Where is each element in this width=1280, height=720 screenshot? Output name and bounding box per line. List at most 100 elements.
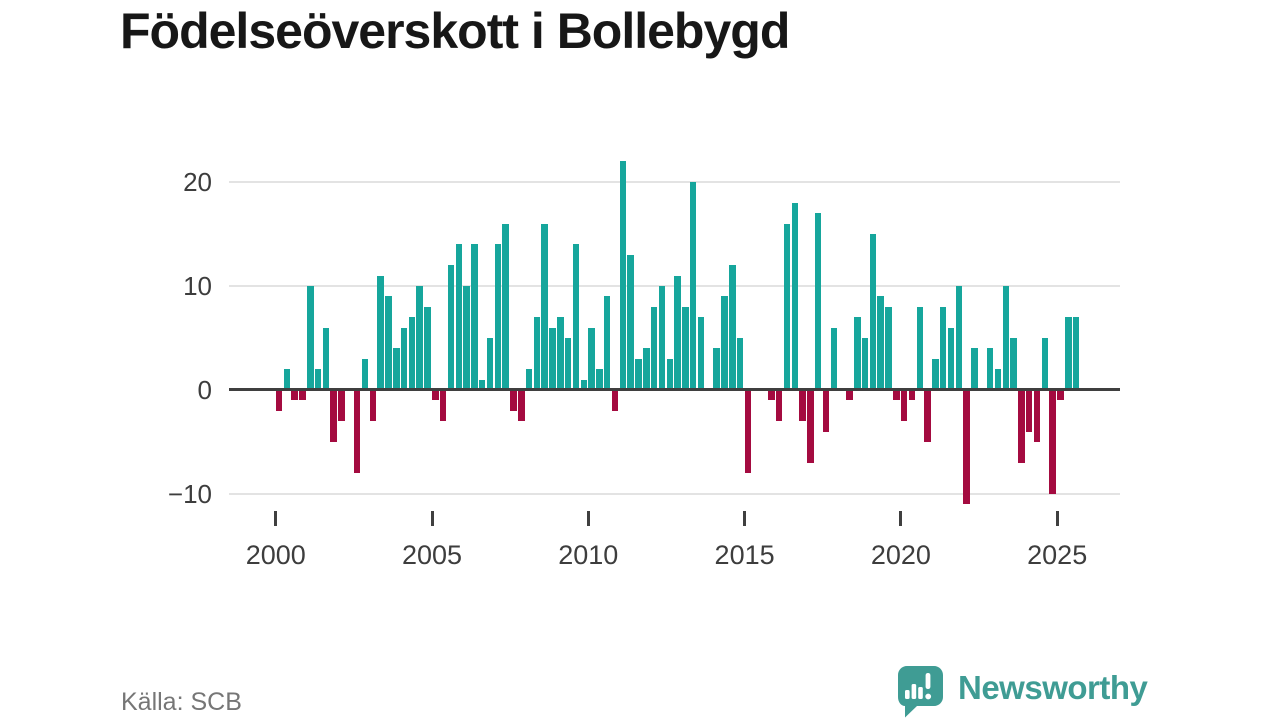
- bar-2004-Q4: [424, 306, 431, 390]
- bar-2000-Q3: [291, 390, 298, 401]
- bar-2015-Q4: [768, 390, 775, 401]
- bar-2013-Q1: [682, 306, 689, 390]
- bar-2001-Q3: [322, 327, 330, 390]
- bar-2020-Q4: [924, 390, 931, 442]
- bar-2024-Q1: [1025, 390, 1033, 432]
- bar-2020-Q3: [916, 306, 923, 390]
- x-tick-label: 2015: [714, 540, 775, 570]
- bar-2025-Q1: [1057, 390, 1064, 401]
- bar-2022-Q1: [963, 390, 970, 505]
- bar-2017-Q4: [830, 327, 837, 390]
- bar-2006-Q3: [478, 379, 486, 390]
- bar-2000-Q1: [275, 390, 283, 411]
- gridline-20: [229, 181, 1120, 183]
- bar-2003-Q4: [393, 348, 400, 390]
- bar-2000-Q4: [299, 390, 306, 401]
- x-tick-mark: [743, 511, 747, 526]
- bar-2010-Q1: [588, 327, 595, 390]
- bar-2007-Q3: [510, 390, 517, 411]
- bar-2005-Q1: [432, 390, 439, 401]
- x-tick-mark: [899, 511, 903, 526]
- bar-2009-Q4: [580, 379, 587, 390]
- bar-2000-Q2: [283, 369, 291, 390]
- bar-2016-Q4: [799, 390, 806, 422]
- bar-2002-Q4: [361, 358, 369, 390]
- bar-2018-Q4: [861, 338, 869, 390]
- bar-2023-Q3: [1010, 338, 1017, 390]
- bar-2013-Q2: [689, 182, 697, 390]
- bar-2016-Q2: [783, 223, 791, 390]
- bar-2007-Q4: [518, 390, 525, 422]
- x-tick-mark: [274, 511, 278, 526]
- x-tick-label: 2000: [245, 540, 306, 570]
- bar-2023-Q4: [1018, 390, 1025, 463]
- bar-2003-Q3: [385, 296, 392, 390]
- x-tick-label: 2005: [401, 540, 463, 570]
- bar-2019-Q3: [885, 306, 892, 390]
- bar-2018-Q2: [846, 390, 853, 401]
- bar-2001-Q1: [307, 286, 314, 390]
- newsworthy-wordmark: Newsworthy: [958, 669, 1148, 706]
- zero-axis-line: [229, 388, 1120, 391]
- x-tick-mark: [1055, 511, 1059, 526]
- x-tick-label: 2025: [1027, 540, 1088, 570]
- bar-2004-Q1: [400, 327, 408, 390]
- bar-2014-Q3: [729, 265, 736, 390]
- x-tick-label: 2010: [558, 540, 619, 570]
- newsworthy-logo-icon: [898, 666, 943, 718]
- bar-2006-Q1: [463, 286, 470, 390]
- y-tick-label: 0: [197, 375, 212, 405]
- bar-2005-Q2: [439, 390, 447, 422]
- newsworthy-logo: Newsworthy: [898, 666, 1148, 718]
- bar-2004-Q3: [416, 286, 423, 390]
- bar-2008-Q4: [549, 327, 556, 390]
- source-text: Källa: SCB: [121, 688, 242, 716]
- bar-2024-Q2: [1033, 390, 1041, 442]
- bar-2008-Q1: [525, 369, 533, 390]
- bar-2022-Q2: [971, 348, 978, 390]
- bar-2021-Q2: [939, 306, 947, 390]
- bar-2019-Q4: [893, 390, 900, 401]
- bar-2020-Q2: [908, 390, 916, 401]
- bar-2018-Q3: [854, 317, 861, 390]
- bar-2023-Q2: [1002, 286, 1009, 390]
- logo-bar-1: [905, 690, 910, 699]
- logo-bar-2: [911, 684, 917, 699]
- bar-2009-Q1: [557, 317, 564, 390]
- bar-2012-Q3: [666, 358, 673, 390]
- bar-2008-Q2: [533, 317, 541, 390]
- bar-2007-Q1: [494, 244, 501, 390]
- bar-2002-Q1: [338, 390, 345, 422]
- bar-2001-Q2: [314, 369, 322, 390]
- bar-2016-Q3: [791, 202, 798, 390]
- bar-2017-Q2: [814, 213, 822, 390]
- bar-2014-Q4: [736, 338, 744, 390]
- bar-2008-Q3: [541, 223, 548, 390]
- bar-2009-Q2: [564, 338, 572, 390]
- bar-2019-Q1: [869, 234, 877, 390]
- bar-2006-Q4: [486, 338, 494, 390]
- bar-2025-Q3: [1072, 317, 1080, 390]
- bar-2023-Q1: [994, 369, 1002, 390]
- bar-2005-Q3: [447, 265, 455, 390]
- bar-2011-Q2: [627, 254, 634, 390]
- bar-2017-Q3: [822, 390, 830, 432]
- bar-2013-Q3: [697, 317, 705, 390]
- y-tick-label: −10: [167, 479, 212, 509]
- logo-exclamation-stem: [925, 673, 931, 689]
- bar-2006-Q2: [471, 244, 478, 390]
- bar-2010-Q3: [603, 296, 611, 390]
- bar-2003-Q1: [369, 390, 376, 422]
- bar-2003-Q2: [377, 275, 384, 390]
- y-tick-label: 10: [183, 271, 212, 301]
- bar-2022-Q4: [986, 348, 994, 390]
- logo-bar-3: [918, 687, 923, 699]
- bar-2024-Q3: [1041, 338, 1048, 390]
- bar-2014-Q1: [713, 348, 720, 390]
- bar-2012-Q1: [650, 306, 658, 390]
- bar-2007-Q2: [502, 223, 509, 390]
- bar-2004-Q2: [408, 317, 416, 390]
- bar-2024-Q4: [1049, 390, 1056, 494]
